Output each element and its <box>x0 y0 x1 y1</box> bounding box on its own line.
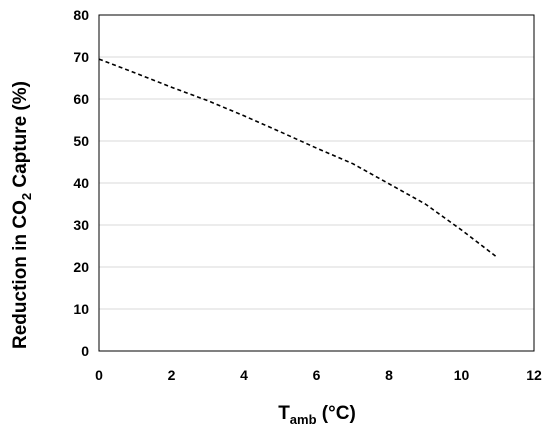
x-tick-label: 0 <box>95 367 103 383</box>
x-tick-label: 2 <box>168 367 176 383</box>
x-tick-label: 4 <box>240 367 248 383</box>
y-axis-title: Reduction in CO2 Capture (%) <box>10 81 34 349</box>
horizontal-gridlines <box>99 56 534 310</box>
x-axis-tick-labels: 0 2 4 6 8 10 12 <box>95 367 542 383</box>
y-tick-label: 30 <box>73 217 89 233</box>
y-tick-label: 60 <box>73 91 89 107</box>
y-tick-label: 50 <box>73 133 89 149</box>
x-tick-label: 8 <box>385 367 393 383</box>
y-tick-label: 0 <box>81 343 89 359</box>
y-tick-label: 80 <box>73 7 89 23</box>
series-line-co2-capture-reduction <box>98 58 499 259</box>
y-tick-label: 70 <box>73 49 89 65</box>
y-tick-label: 40 <box>73 175 89 191</box>
plot-area-frame <box>98 14 535 352</box>
x-tick-label: 12 <box>526 367 542 383</box>
y-tick-label: 20 <box>73 259 89 275</box>
x-tick-label: 6 <box>313 367 321 383</box>
y-axis-tick-labels: 0 10 20 30 40 50 60 70 80 <box>73 7 89 359</box>
x-tick-label: 10 <box>454 367 470 383</box>
y-tick-label: 10 <box>73 301 89 317</box>
x-axis-title: Tamb (°C) <box>278 403 356 427</box>
